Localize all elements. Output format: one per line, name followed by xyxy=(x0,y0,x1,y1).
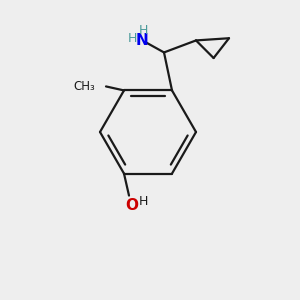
Text: CH₃: CH₃ xyxy=(73,80,95,93)
Text: H: H xyxy=(138,24,148,37)
Text: N: N xyxy=(136,33,148,48)
Text: H: H xyxy=(127,32,137,45)
Text: H: H xyxy=(138,195,148,208)
Text: O: O xyxy=(125,198,139,213)
